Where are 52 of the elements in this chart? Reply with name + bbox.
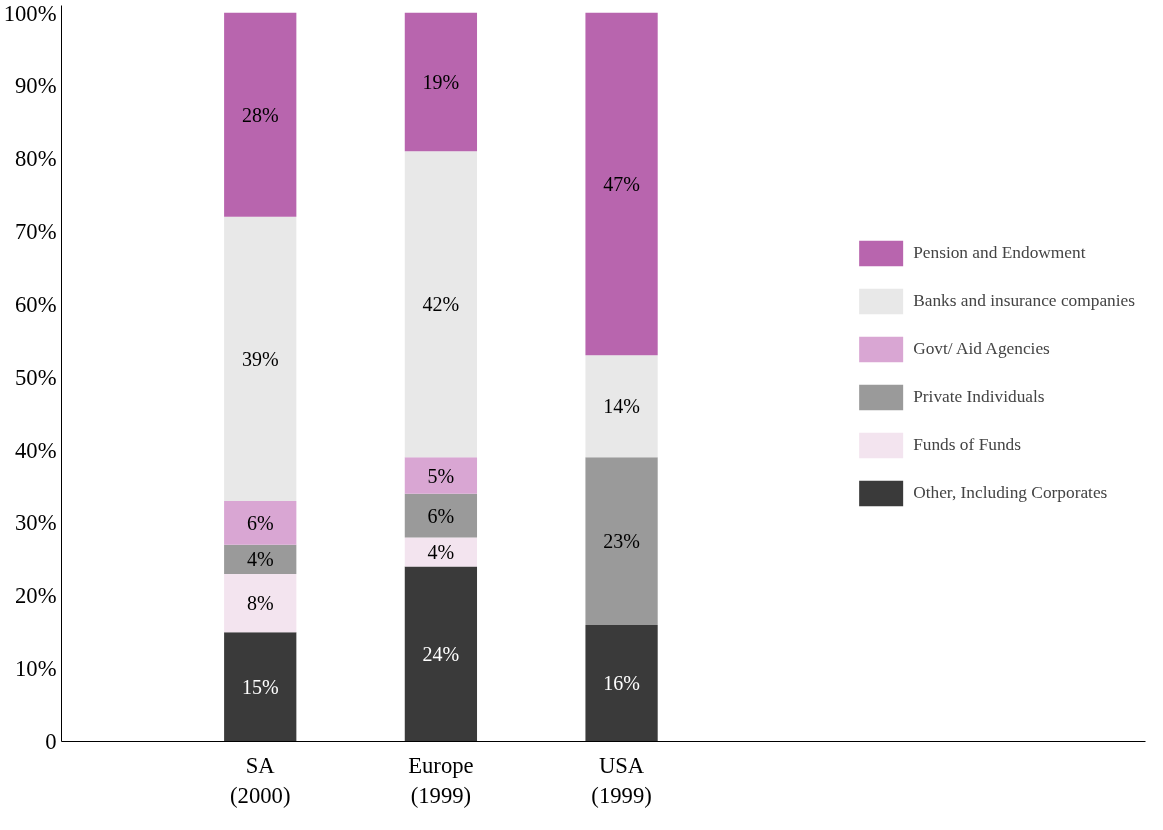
data-label: 16% bbox=[603, 672, 640, 695]
y-tick-label: 50% bbox=[14, 364, 57, 390]
y-tick-label: 60% bbox=[14, 291, 57, 317]
bar bbox=[224, 632, 297, 742]
data-label: 23% bbox=[603, 530, 640, 553]
data-label: 24% bbox=[422, 643, 460, 666]
data-label: 42% bbox=[422, 293, 460, 316]
data-label: 47% bbox=[603, 173, 640, 196]
x-tick-label: Europe (1999) bbox=[408, 752, 474, 808]
data-label: 39% bbox=[241, 347, 279, 370]
data-label: 8% bbox=[246, 592, 274, 615]
bar bbox=[585, 355, 658, 458]
y-tick-label: 40% bbox=[14, 437, 57, 463]
bar bbox=[404, 457, 478, 494]
bar bbox=[224, 573, 297, 633]
data-label: 4% bbox=[427, 541, 455, 564]
y-tick-label: 10% bbox=[14, 656, 57, 682]
y-tick-label: 20% bbox=[14, 583, 57, 609]
bar bbox=[224, 544, 297, 574]
legend-label: Other, Including Corporates bbox=[913, 483, 1108, 503]
data-label: 28% bbox=[241, 103, 279, 126]
x-tick-label: USA (1999) bbox=[591, 752, 652, 808]
bar bbox=[585, 12, 658, 356]
legend-label: Pension and Endowment bbox=[913, 243, 1086, 263]
data-label: 5% bbox=[427, 464, 455, 487]
y-tick-label: 90% bbox=[14, 73, 57, 99]
y-tick-label: 100% bbox=[3, 0, 57, 26]
legend-label: Govt/ Aid Agencies bbox=[913, 339, 1050, 359]
bar bbox=[585, 624, 658, 742]
legend-label: Private Individuals bbox=[913, 387, 1045, 407]
bar bbox=[224, 501, 297, 545]
bar bbox=[404, 493, 478, 538]
legend-label: Banks and insurance companies bbox=[913, 291, 1135, 311]
data-label: 6% bbox=[427, 504, 455, 527]
legend-label: Funds of Funds bbox=[913, 435, 1022, 455]
data-label: 4% bbox=[246, 548, 274, 571]
x-tick-label: SA (2000) bbox=[230, 752, 291, 808]
bar bbox=[224, 216, 297, 502]
bar bbox=[404, 566, 478, 742]
data-label: 6% bbox=[246, 511, 274, 534]
y-tick-label: 30% bbox=[14, 510, 57, 536]
bar bbox=[404, 12, 478, 152]
bar bbox=[585, 457, 658, 625]
y-tick-label: 80% bbox=[14, 146, 57, 172]
y-tick-label: 0 bbox=[45, 729, 57, 754]
bar bbox=[404, 151, 478, 458]
data-label: 19% bbox=[422, 71, 460, 94]
data-label: 15% bbox=[241, 675, 279, 698]
bar bbox=[224, 12, 297, 217]
data-label: 14% bbox=[603, 395, 640, 418]
y-tick-label: 70% bbox=[14, 218, 57, 244]
bar bbox=[404, 537, 478, 567]
